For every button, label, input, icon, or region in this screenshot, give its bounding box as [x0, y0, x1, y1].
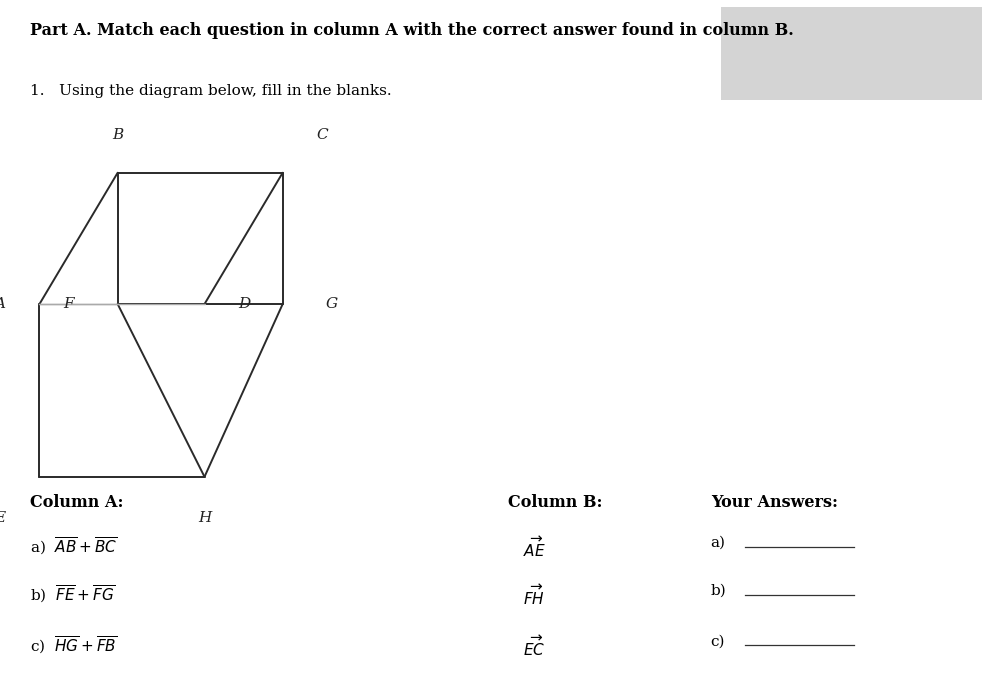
- Text: a): a): [710, 536, 725, 549]
- Text: b)  $\overline{FE}+\overline{FG}$: b) $\overline{FE}+\overline{FG}$: [30, 584, 114, 605]
- Text: B: B: [112, 128, 123, 142]
- Text: C: C: [317, 128, 327, 142]
- Text: a)  $\overline{AB}+\overline{BC}$: a) $\overline{AB}+\overline{BC}$: [30, 536, 117, 557]
- Text: F: F: [63, 297, 74, 311]
- Text: c): c): [710, 634, 725, 648]
- Text: Part A. Match each question in column A with the correct answer found in column : Part A. Match each question in column A …: [30, 22, 793, 39]
- Text: A: A: [0, 297, 6, 311]
- Bar: [720, 7, 981, 100]
- Text: Column B:: Column B:: [508, 494, 602, 511]
- Text: H: H: [197, 511, 211, 525]
- Text: Column A:: Column A:: [30, 494, 123, 511]
- Text: D: D: [238, 297, 249, 311]
- Text: Your Answers:: Your Answers:: [710, 494, 837, 511]
- Text: $\overrightarrow{AE}$: $\overrightarrow{AE}$: [523, 536, 545, 560]
- Text: 1.   Using the diagram below, fill in the blanks.: 1. Using the diagram below, fill in the …: [30, 84, 390, 98]
- Text: $\overrightarrow{EC}$: $\overrightarrow{EC}$: [523, 634, 545, 659]
- Text: G: G: [325, 297, 338, 311]
- Text: $\overrightarrow{FH}$: $\overrightarrow{FH}$: [523, 584, 544, 608]
- Text: c)  $\overline{HG}+\overline{FB}$: c) $\overline{HG}+\overline{FB}$: [30, 634, 117, 656]
- Text: E: E: [0, 511, 6, 525]
- Text: b): b): [710, 584, 726, 598]
